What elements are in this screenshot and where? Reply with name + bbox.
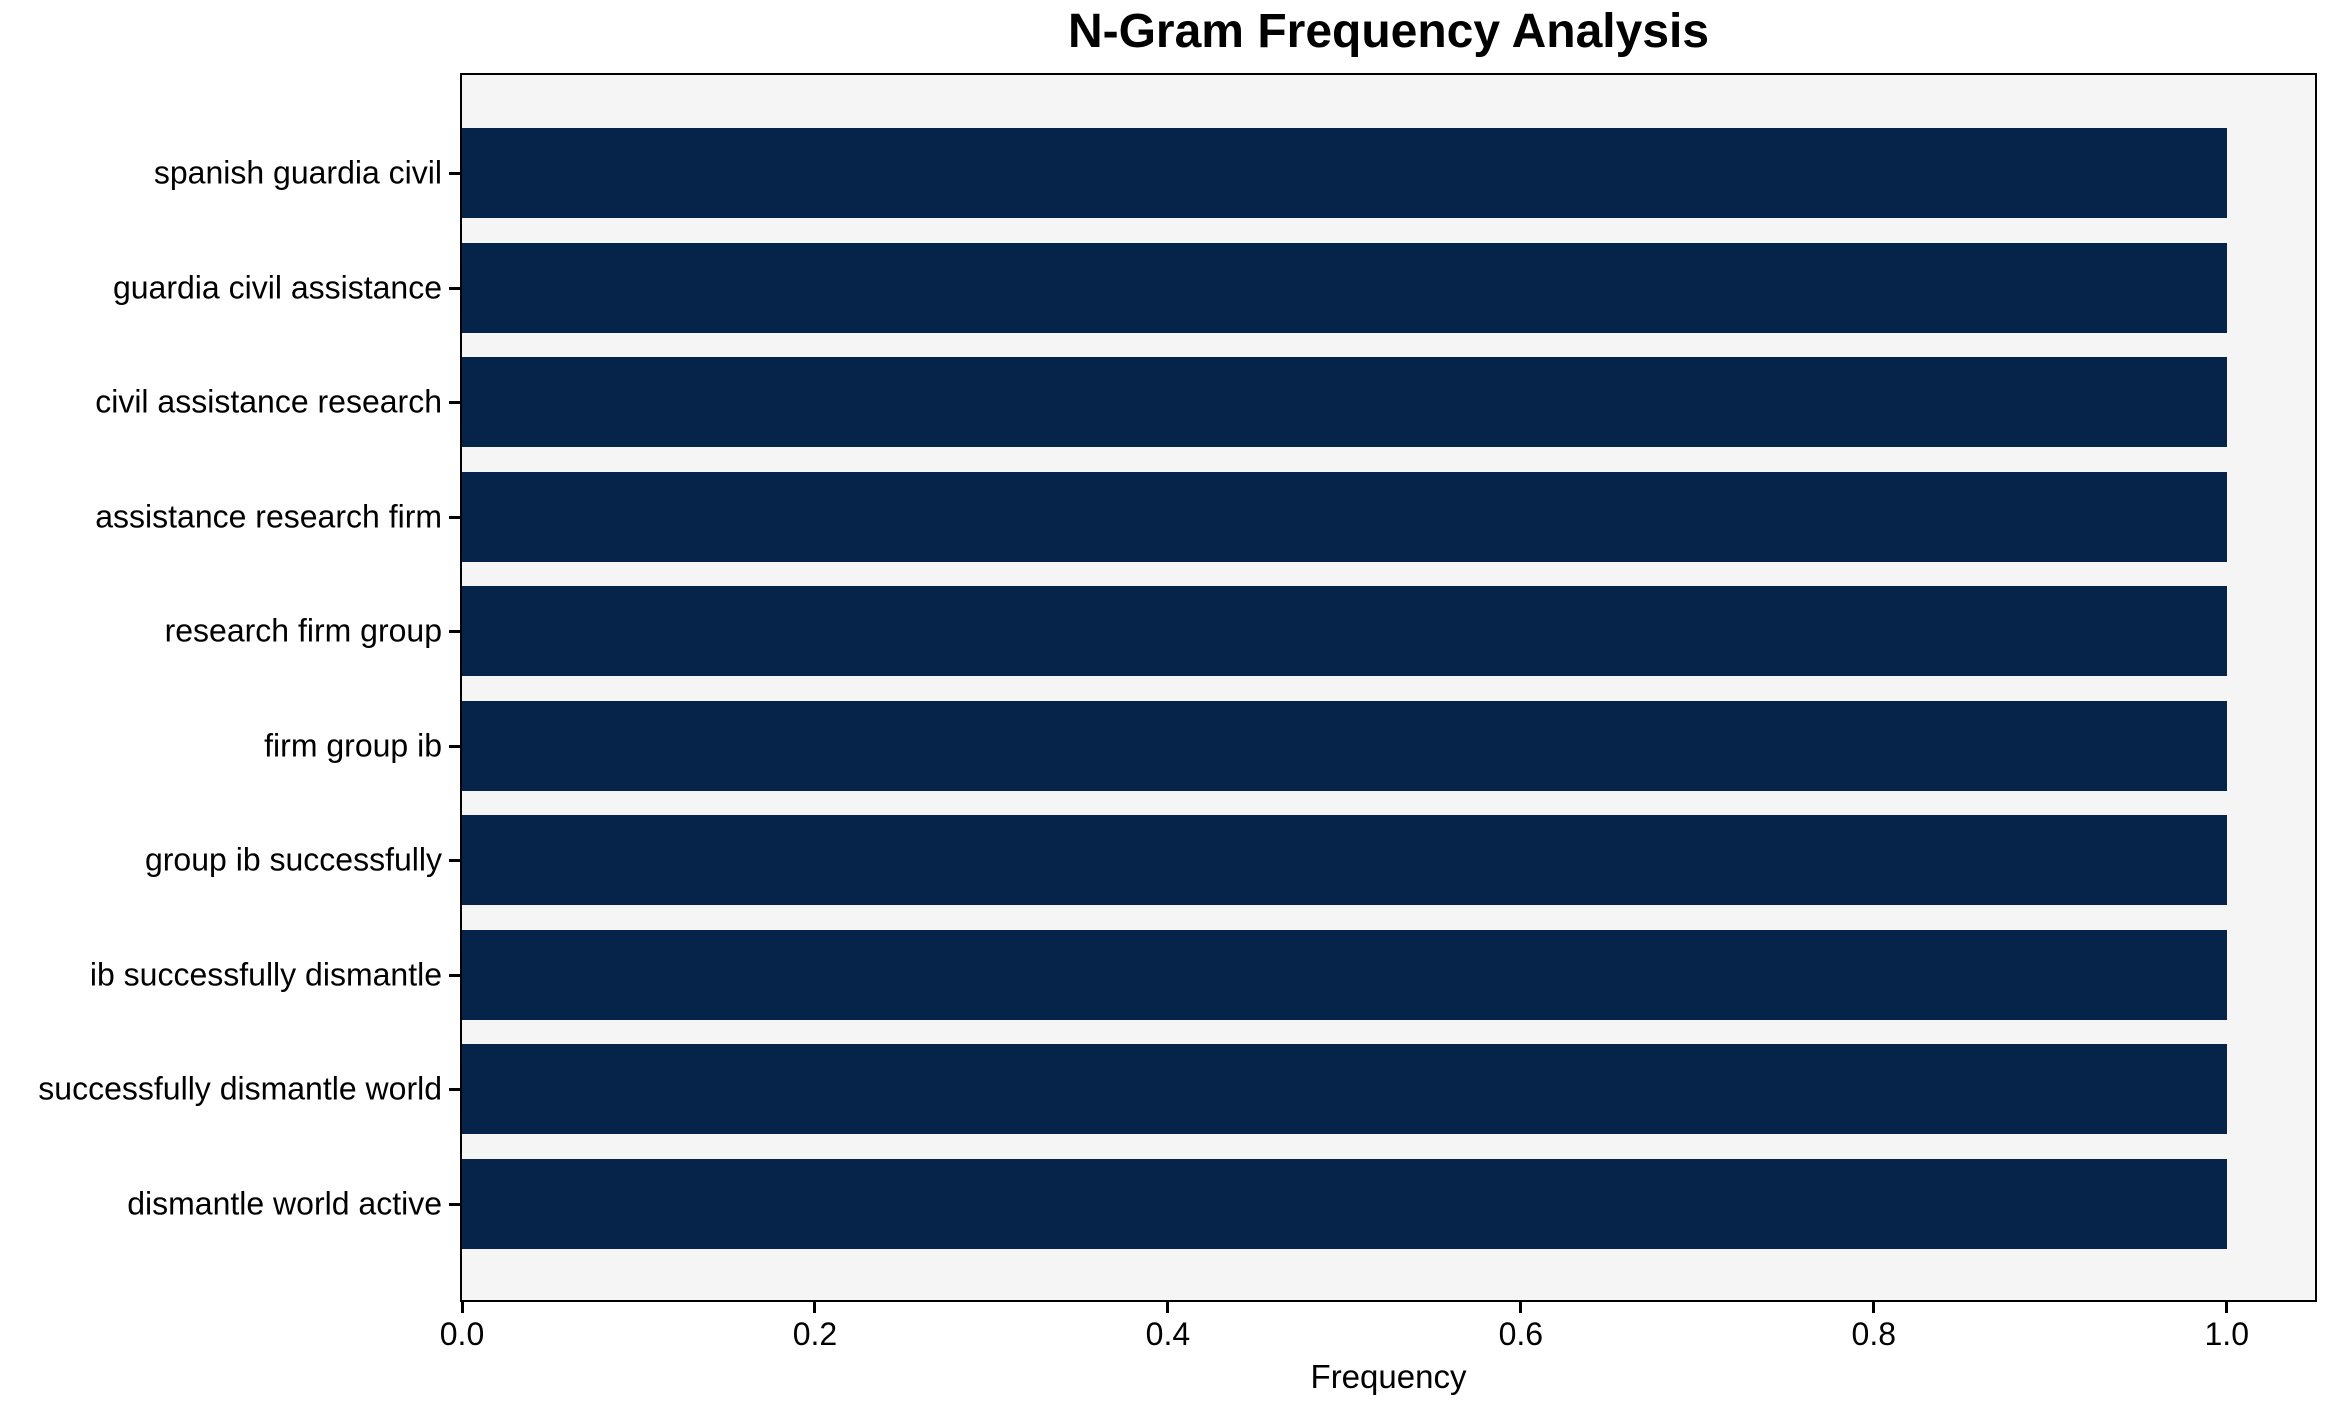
x-tick-label-4: 0.8 <box>1851 1316 1897 1352</box>
y-tick-3 <box>449 515 462 519</box>
y-tick-4 <box>449 630 462 633</box>
y-tick-0 <box>449 172 462 175</box>
y-tick-1 <box>449 286 462 290</box>
bar-9 <box>462 1158 2227 1249</box>
y-tick-7 <box>449 973 462 977</box>
bar-4 <box>462 586 2227 676</box>
x-tick-5 <box>2225 1302 2229 1313</box>
x-tick-label-3: 0.6 <box>1498 1316 1544 1352</box>
bar-6 <box>462 815 2227 905</box>
y-tick-5 <box>449 744 462 748</box>
bar-1 <box>462 242 2227 333</box>
x-tick-label-1: 0.2 <box>792 1316 838 1352</box>
x-tick-3 <box>1519 1302 1523 1313</box>
bar-0 <box>462 128 2227 218</box>
x-tick-label-2: 0.4 <box>1145 1316 1191 1352</box>
bar-7 <box>462 929 2227 1020</box>
y-axis: spanish guardia civil guardia civil assis… <box>0 73 442 1302</box>
y-axis-label-9: dismantle world active <box>127 1185 442 1221</box>
y-axis-label-8: successfully dismantle world <box>38 1070 442 1107</box>
x-tick-label-0: 0.0 <box>439 1316 485 1352</box>
y-tick-8 <box>449 1088 462 1091</box>
y-tick-6 <box>449 859 462 862</box>
plot-area <box>460 73 2317 1302</box>
y-axis-label-1: guardia civil assistance <box>112 269 442 305</box>
y-axis-label-5: firm group ib <box>264 727 442 763</box>
bar-3 <box>462 471 2227 562</box>
y-axis-label-3: assistance research firm <box>95 498 442 534</box>
x-tick-1 <box>813 1302 817 1313</box>
y-axis-label-7: ib successfully dismantle <box>89 956 442 992</box>
x-axis-label: Frequency <box>1310 1358 1467 1395</box>
y-axis-label-0: spanish guardia civil <box>153 154 442 191</box>
y-tick-2 <box>449 401 462 404</box>
x-tick-label-5: 1.0 <box>2204 1316 2249 1352</box>
x-tick-2 <box>1166 1302 1170 1313</box>
x-tick-4 <box>1872 1302 1876 1313</box>
y-axis-label-4: research firm group <box>164 612 442 649</box>
y-axis-label-6: group ib successfully <box>144 841 442 878</box>
y-axis-label-2: civil assistance research <box>95 383 442 420</box>
bar-5 <box>462 700 2227 791</box>
bar-8 <box>462 1044 2227 1134</box>
x-tick-0 <box>460 1302 464 1313</box>
chart-title: N-Gram Frequency Analysis <box>1067 5 1710 58</box>
y-tick-9 <box>449 1202 462 1206</box>
bar-2 <box>462 357 2227 447</box>
